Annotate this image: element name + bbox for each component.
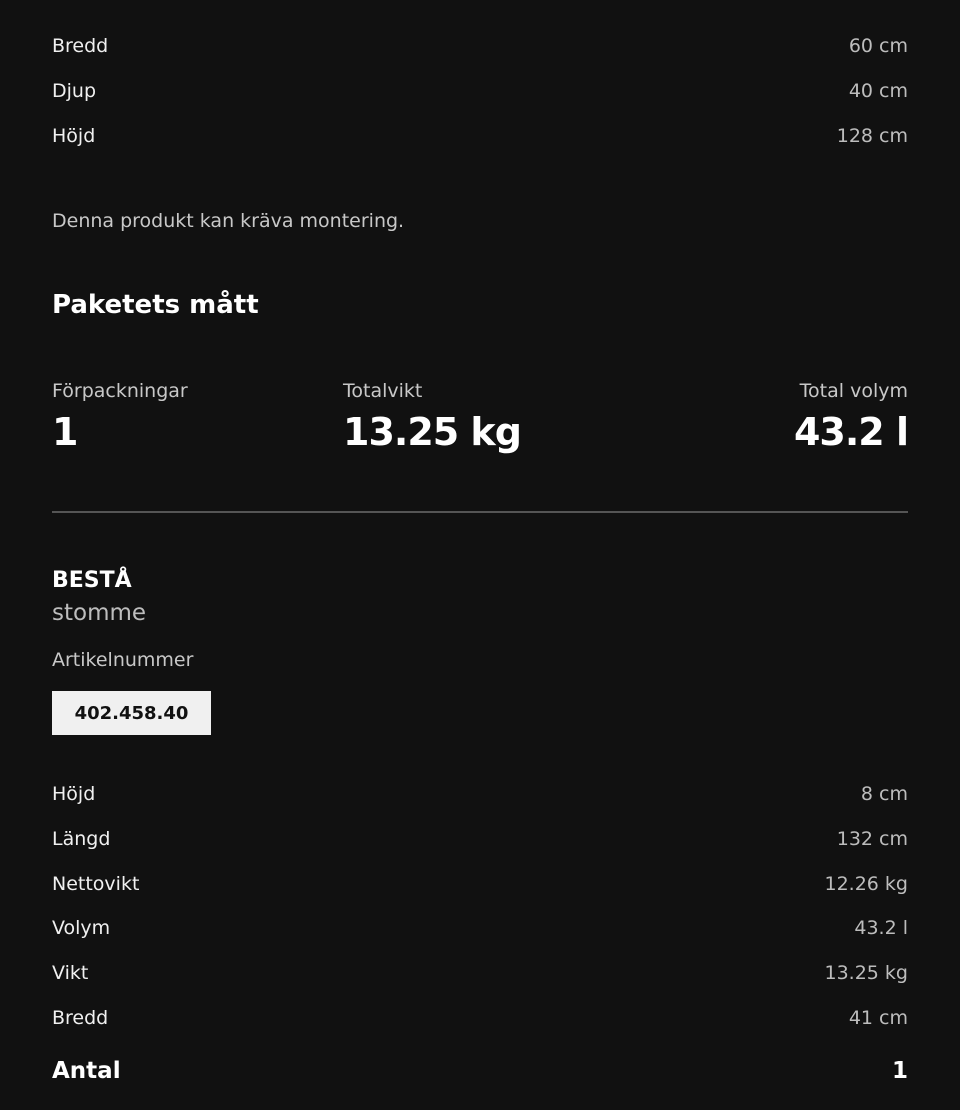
- spec-row: Längd 132 cm: [52, 828, 908, 850]
- divider: [52, 511, 908, 513]
- dimension-row-width: Bredd 60 cm: [52, 35, 908, 57]
- article-number-label: Artikelnummer: [52, 649, 194, 671]
- quantity-row: Antal 1: [52, 1058, 908, 1084]
- article-number-badge[interactable]: 402.458.40: [52, 691, 211, 735]
- spec-row: Bredd 41 cm: [52, 1007, 908, 1029]
- stat-packages: Förpackningar 1: [52, 380, 188, 454]
- spec-row: Höjd 8 cm: [52, 783, 908, 805]
- spec-row: Nettovikt 12.26 kg: [52, 873, 908, 895]
- dimension-row-height: Höjd 128 cm: [52, 125, 908, 147]
- stat-total-volume: Total volym 43.2 l: [793, 380, 909, 454]
- assembly-note: Denna produkt kan kräva montering.: [52, 210, 405, 232]
- spec-row: Volym 43.2 l: [52, 917, 908, 939]
- package-heading: Paketets mått: [52, 290, 259, 320]
- item-name: BESTÅ: [52, 568, 132, 593]
- spec-row: Vikt 13.25 kg: [52, 962, 908, 984]
- dimension-row-depth: Djup 40 cm: [52, 80, 908, 102]
- stat-total-weight: Totalvikt 13.25 kg: [343, 380, 522, 454]
- item-description: stomme: [52, 600, 147, 626]
